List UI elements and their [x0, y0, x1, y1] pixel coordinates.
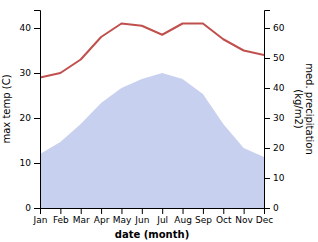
tick-label: Nov: [235, 215, 253, 225]
tick: 40: [20, 23, 40, 33]
tick: 10: [20, 158, 40, 168]
tick: Dec: [256, 208, 273, 225]
tick-mark: [34, 163, 40, 164]
tick-mark: [264, 118, 270, 119]
axis-line: [34, 11, 41, 209]
tick: 20: [264, 143, 285, 153]
tick: 40: [264, 83, 285, 93]
tick-label: 20: [273, 143, 285, 153]
tick-label: 10: [273, 173, 285, 183]
tick-mark: [264, 148, 270, 149]
tick-mark: [264, 28, 270, 29]
tick-mark: [60, 208, 61, 214]
tick: Sep: [195, 208, 212, 225]
tick: Jun: [134, 208, 149, 225]
tick: 60: [264, 23, 285, 33]
tick-mark: [264, 88, 270, 89]
tick-mark: [81, 208, 82, 214]
tick-mark: [34, 208, 40, 209]
tick-mark: [142, 208, 143, 214]
tick-mark: [264, 58, 270, 59]
tick: Nov: [235, 208, 253, 225]
tick-label: 0: [273, 203, 279, 213]
tick: 0: [264, 203, 279, 213]
tick-label: Apr: [94, 215, 110, 225]
tick: Jan: [33, 208, 48, 225]
axis-line: [41, 209, 265, 215]
tick: Oct: [216, 208, 232, 225]
tick-label: May: [113, 215, 132, 225]
tick-mark: [183, 208, 184, 214]
tick-label: Jan: [33, 215, 48, 225]
tick-mark: [34, 28, 40, 29]
y-axis: 0 10 20 30 40: [20, 11, 41, 214]
tick-label: 50: [273, 53, 285, 63]
tick-mark: [203, 208, 204, 214]
tick: Mar: [73, 208, 90, 225]
tick: Apr: [94, 208, 110, 225]
tick-label: Jun: [134, 215, 149, 225]
tick-mark: [34, 73, 40, 74]
tick-label: 20: [20, 113, 32, 123]
tick-mark: [244, 208, 245, 214]
tick-mark: [264, 178, 270, 179]
area: [40, 73, 264, 208]
tick-mark: [121, 208, 122, 214]
tick: Jul: [156, 208, 168, 225]
y2-axis-title: med. precipitation(kg/m2): [293, 63, 316, 155]
tick-label: 40: [273, 83, 285, 93]
tick-label: 30: [273, 113, 285, 123]
tick-label: Sep: [195, 215, 212, 225]
tick: 30: [264, 113, 285, 123]
tick: 50: [264, 53, 285, 63]
line: [40, 24, 264, 78]
plot-area: JanFebMarAprMayJunJulAugSepOctNovDec0102…: [1, 11, 315, 241]
tick-label: Feb: [53, 215, 69, 225]
x-axis: Jan Feb Mar AprMayJun Jul AugSep OctNovDec: [33, 208, 274, 225]
tick-label: Jul: [156, 215, 168, 225]
chart: JanFebMarAprMayJunJulAugSepOctNovDec0102…: [0, 0, 318, 242]
y-axis-title: max temp (C): [1, 74, 12, 143]
tick-label: 40: [20, 23, 32, 33]
tick: 0: [25, 203, 40, 213]
tick-mark: [34, 118, 40, 119]
y2-axis: 0 10 20 30 40 50 60: [264, 11, 285, 214]
tick-mark: [223, 208, 224, 214]
tick-mark: [162, 208, 163, 214]
tick: 10: [264, 173, 285, 183]
tick-label: Oct: [216, 215, 232, 225]
tick-label: 60: [273, 23, 285, 33]
tick: 20: [20, 113, 40, 123]
tick-label: 0: [25, 203, 31, 213]
tick-mark: [101, 208, 102, 214]
tick-mark: [264, 208, 270, 209]
x-axis-title: date (month): [115, 229, 189, 240]
axis-line: [265, 11, 271, 209]
tick-label: Aug: [174, 215, 192, 225]
tick: Feb: [53, 208, 69, 225]
tick: 30: [20, 68, 40, 78]
tick-label: Dec: [256, 215, 273, 225]
tick-label: Mar: [73, 215, 90, 225]
tick: Aug: [174, 208, 192, 225]
marks: [40, 24, 264, 209]
tick: May: [113, 208, 132, 225]
tick-label: 10: [20, 158, 32, 168]
tick-label: 30: [20, 68, 32, 78]
